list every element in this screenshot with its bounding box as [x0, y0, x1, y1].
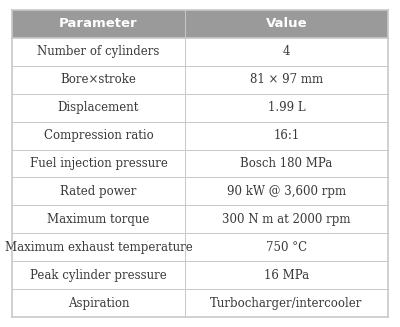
Text: 90 kW @ 3,600 rpm: 90 kW @ 3,600 rpm — [227, 185, 346, 198]
Text: 16 MPa: 16 MPa — [264, 269, 309, 282]
Text: Maximum exhaust temperature: Maximum exhaust temperature — [5, 241, 192, 254]
Text: Compression ratio: Compression ratio — [44, 129, 153, 142]
Text: Value: Value — [266, 17, 307, 30]
Text: Parameter: Parameter — [59, 17, 138, 30]
Bar — [12, 289, 388, 317]
Text: 16:1: 16:1 — [273, 129, 300, 142]
Bar — [12, 205, 388, 233]
Bar — [12, 178, 388, 205]
Text: Turbocharger/intercooler: Turbocharger/intercooler — [210, 297, 363, 310]
Text: Fuel injection pressure: Fuel injection pressure — [30, 157, 168, 170]
Bar — [12, 94, 388, 122]
Text: 1.99 L: 1.99 L — [268, 101, 305, 114]
Text: 750 °C: 750 °C — [266, 241, 307, 254]
Bar — [12, 66, 388, 94]
Text: 81 × 97 mm: 81 × 97 mm — [250, 73, 323, 86]
Text: Peak cylinder pressure: Peak cylinder pressure — [30, 269, 167, 282]
Bar — [12, 122, 388, 149]
Bar — [12, 233, 388, 261]
Text: 300 N m at 2000 rpm: 300 N m at 2000 rpm — [222, 213, 351, 226]
Text: Bore×stroke: Bore×stroke — [60, 73, 136, 86]
Bar — [12, 10, 388, 38]
Text: Displacement: Displacement — [58, 101, 139, 114]
Text: Rated power: Rated power — [60, 185, 137, 198]
Text: 4: 4 — [283, 45, 290, 58]
Text: Aspiration: Aspiration — [68, 297, 129, 310]
Text: Number of cylinders: Number of cylinders — [37, 45, 160, 58]
Bar — [12, 38, 388, 66]
Bar — [12, 149, 388, 178]
Text: Maximum torque: Maximum torque — [47, 213, 150, 226]
Bar — [12, 261, 388, 289]
Text: Bosch 180 MPa: Bosch 180 MPa — [240, 157, 333, 170]
